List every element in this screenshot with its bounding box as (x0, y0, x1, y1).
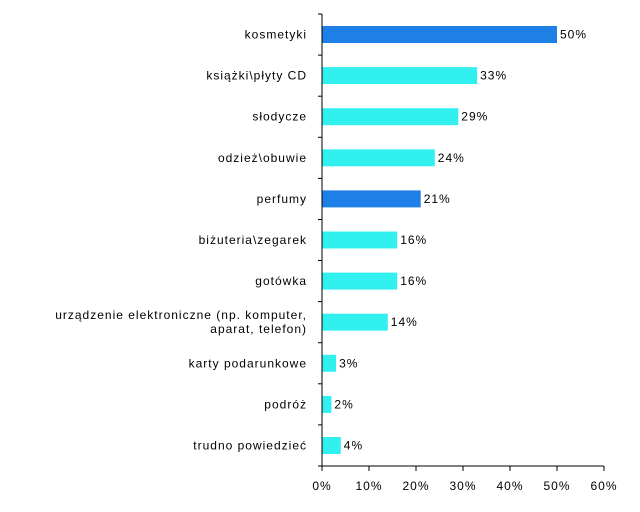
category-label: odzież\obuwie (218, 151, 307, 165)
x-tick-label: 50% (543, 479, 570, 493)
category-label: trudno powiedzieć (193, 439, 307, 453)
x-tick-label: 30% (449, 479, 476, 493)
x-tick-label: 40% (496, 479, 523, 493)
bar (322, 395, 332, 413)
bar (322, 67, 478, 85)
bar (322, 149, 435, 167)
bar (322, 231, 398, 249)
value-label: 33% (480, 69, 507, 83)
category-label: podróż (264, 397, 307, 411)
value-label: 50% (560, 28, 587, 42)
bar (322, 313, 388, 331)
value-label: 29% (461, 110, 488, 124)
bar (322, 26, 557, 43)
bar (322, 190, 421, 208)
x-tick-label: 0% (312, 479, 331, 493)
category-label: perfumy (257, 192, 307, 206)
category-label: gotówka (255, 274, 307, 288)
value-label: 24% (438, 151, 465, 165)
bar (322, 437, 341, 454)
category-label: karty podarunkowe (189, 356, 307, 370)
value-label: 4% (344, 439, 363, 453)
category-labels-group: kosmetyki książki\płyty CD słodycze odzież\… (55, 28, 307, 453)
value-labels-group: 50% 33% 29% 24% 21% 16% 16% 14% 3% 2% 4% (334, 28, 587, 453)
category-label: słodycze (252, 110, 307, 124)
bars-group (322, 26, 557, 454)
value-label: 16% (400, 274, 427, 288)
value-label: 2% (334, 397, 353, 411)
x-tick-label: 60% (590, 479, 617, 493)
category-label: kosmetyki (245, 28, 307, 42)
bar (322, 108, 459, 126)
category-label: biżuteria\zegarek (199, 233, 307, 247)
axes-group: 0% 10% 20% 30% 40% 50% 60% (312, 13, 617, 493)
value-label: 14% (391, 315, 418, 329)
category-label: książki\płyty CD (206, 69, 307, 83)
value-label: 3% (339, 356, 358, 370)
x-tick-label: 10% (355, 479, 382, 493)
value-label: 16% (400, 233, 427, 247)
x-tick-label: 20% (402, 479, 429, 493)
value-label: 21% (424, 192, 451, 206)
bar (322, 272, 398, 290)
bar (322, 354, 337, 372)
category-label: urządzenie elektroniczne (np. komputer, a… (55, 308, 307, 336)
